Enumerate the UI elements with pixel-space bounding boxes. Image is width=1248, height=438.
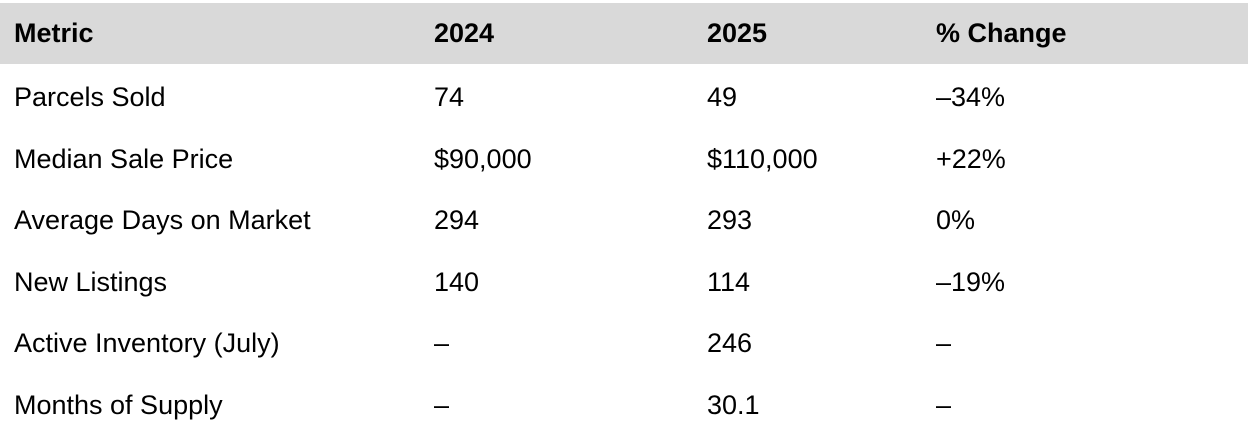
value-2025-cell: $110,000 bbox=[707, 143, 818, 174]
header-percent-change: % Change bbox=[936, 18, 1067, 48]
percent-change-cell: –19% bbox=[936, 266, 1006, 297]
metric-cell: New Listings bbox=[14, 266, 168, 297]
table-row: Median Sale Price $90,000 $110,000 +22% bbox=[0, 129, 1248, 191]
value-2024-cell: 294 bbox=[434, 205, 480, 236]
metric-cell: Median Sale Price bbox=[14, 143, 234, 174]
table-row: Active Inventory (July) – 246 – bbox=[0, 313, 1248, 375]
percent-change-cell: – bbox=[936, 389, 952, 420]
table-row: Average Days on Market 294 293 0% bbox=[0, 190, 1248, 252]
header-2024: 2024 bbox=[434, 18, 495, 48]
value-2024-cell: 74 bbox=[434, 82, 465, 113]
metric-cell: Parcels Sold bbox=[14, 82, 166, 113]
percent-change-cell: +22% bbox=[936, 143, 1006, 174]
value-2024-cell: $90,000 bbox=[434, 143, 532, 174]
percent-change-cell: 0% bbox=[936, 205, 976, 236]
value-2025-cell: 246 bbox=[707, 328, 753, 359]
table-header-row: Metric 2024 2025 % Change bbox=[0, 3, 1248, 64]
header-metric: Metric bbox=[14, 18, 94, 48]
metric-cell: Active Inventory (July) bbox=[14, 328, 280, 359]
value-2025-cell: 114 bbox=[707, 266, 751, 297]
value-2024-cell: 140 bbox=[434, 266, 480, 297]
header-2025: 2025 bbox=[707, 18, 768, 48]
percent-change-cell: –34% bbox=[936, 82, 1006, 113]
market-metrics-table: Metric 2024 2025 % Change Parcels Sold 7… bbox=[0, 3, 1248, 436]
table-row: Months of Supply – 30.1 – bbox=[0, 375, 1248, 437]
value-2024-cell: – bbox=[434, 389, 450, 420]
table-row: New Listings 140 114 –19% bbox=[0, 252, 1248, 314]
metric-cell: Months of Supply bbox=[14, 389, 223, 420]
value-2025-cell: 293 bbox=[707, 205, 753, 236]
percent-change-cell: – bbox=[936, 328, 952, 359]
value-2025-cell: 49 bbox=[707, 82, 738, 113]
value-2025-cell: 30.1 bbox=[707, 389, 760, 420]
metric-cell: Average Days on Market bbox=[14, 205, 311, 236]
table-row: Parcels Sold 74 49 –34% bbox=[0, 67, 1248, 129]
value-2024-cell: – bbox=[434, 328, 450, 359]
